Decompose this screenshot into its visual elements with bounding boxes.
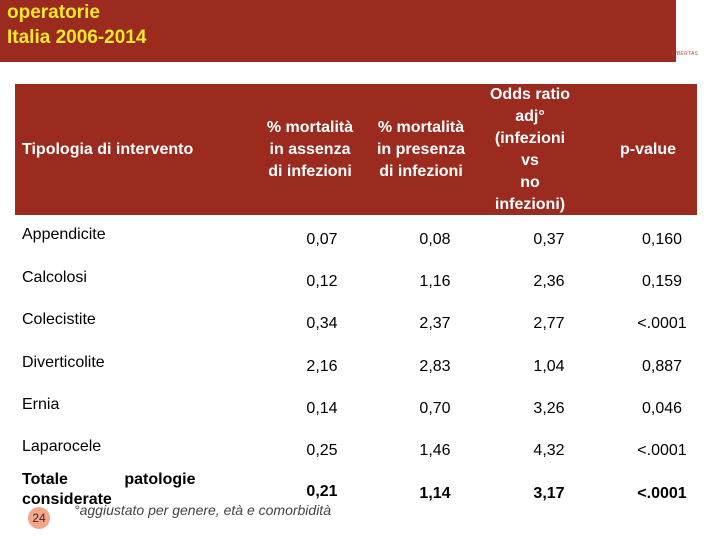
page-number-badge: 24 [28, 507, 50, 529]
cell-odds-ratio: 4,32 [533, 442, 565, 459]
row-label: Appendicite [22, 226, 106, 243]
cell-mortality-without: 0,25 [306, 442, 338, 459]
header-odds-ratio: Odds ratio adj° (infezioni vs no infezio… [489, 86, 570, 213]
cell-odds-ratio: 3,26 [533, 400, 565, 417]
cell-mortality-with: 1,16 [419, 273, 451, 290]
header-mortality-without-infection: % mortalità in assenza di infezioni [266, 119, 354, 180]
cell-mortality-with: 0,08 [419, 231, 451, 248]
cell-mortality-with: 0,70 [419, 400, 451, 417]
slide-title-line2: Italia 2006-2014 [7, 27, 147, 48]
slide-title-line1: operatorie [7, 2, 100, 23]
total-mortality-with: 1,14 [419, 485, 451, 502]
cell-p-value: 0,887 [641, 358, 683, 375]
total-label-line2: considerate [22, 491, 112, 508]
cell-odds-ratio: 1,04 [533, 358, 565, 375]
row-label: Diverticolite [22, 354, 105, 371]
header-tipologia: Tipologia di intervento [22, 141, 194, 158]
title-banner: operatorie Italia 2006-2014 [0, 0, 676, 62]
cell-mortality-without: 2,16 [306, 358, 338, 375]
cell-mortality-with: 1,46 [419, 442, 451, 459]
row-label: Calcolosi [22, 269, 87, 286]
cell-odds-ratio: 0,37 [533, 231, 565, 248]
cell-odds-ratio: 2,77 [533, 315, 565, 332]
header-p-value: p-value [619, 141, 676, 158]
total-odds-ratio: 3,17 [533, 485, 565, 502]
cell-p-value: 0,159 [641, 273, 683, 290]
row-label: Laparocele [22, 438, 102, 455]
cell-mortality-without: 0,07 [306, 231, 338, 248]
cell-p-value: <.0001 [637, 442, 687, 459]
footnote: °aggiustato per genere, età e comorbidit… [74, 502, 331, 518]
total-p-value: <.0001 [637, 485, 687, 502]
cell-mortality-without: 0,34 [306, 315, 338, 332]
table-header [15, 84, 697, 215]
cell-odds-ratio: 2,36 [533, 273, 565, 290]
cell-p-value: 0,046 [641, 400, 683, 417]
cell-p-value: 0,160 [641, 231, 683, 248]
cell-mortality-without: 0,12 [306, 273, 338, 290]
header-mortality-with-infection: % mortalità in presenza di infezioni [376, 119, 466, 180]
cell-mortality-with: 2,83 [419, 358, 451, 375]
row-label: Colecistite [22, 311, 96, 328]
total-mortality-without: 0,21 [306, 483, 338, 500]
total-label-line1: Totale patologie [22, 471, 196, 488]
cell-mortality-with: 2,37 [419, 315, 451, 332]
cell-p-value: <.0001 [637, 315, 687, 332]
row-label: Ernia [22, 396, 60, 413]
logo-text: LIBERTAS [672, 51, 699, 57]
cell-mortality-without: 0,14 [306, 400, 338, 417]
